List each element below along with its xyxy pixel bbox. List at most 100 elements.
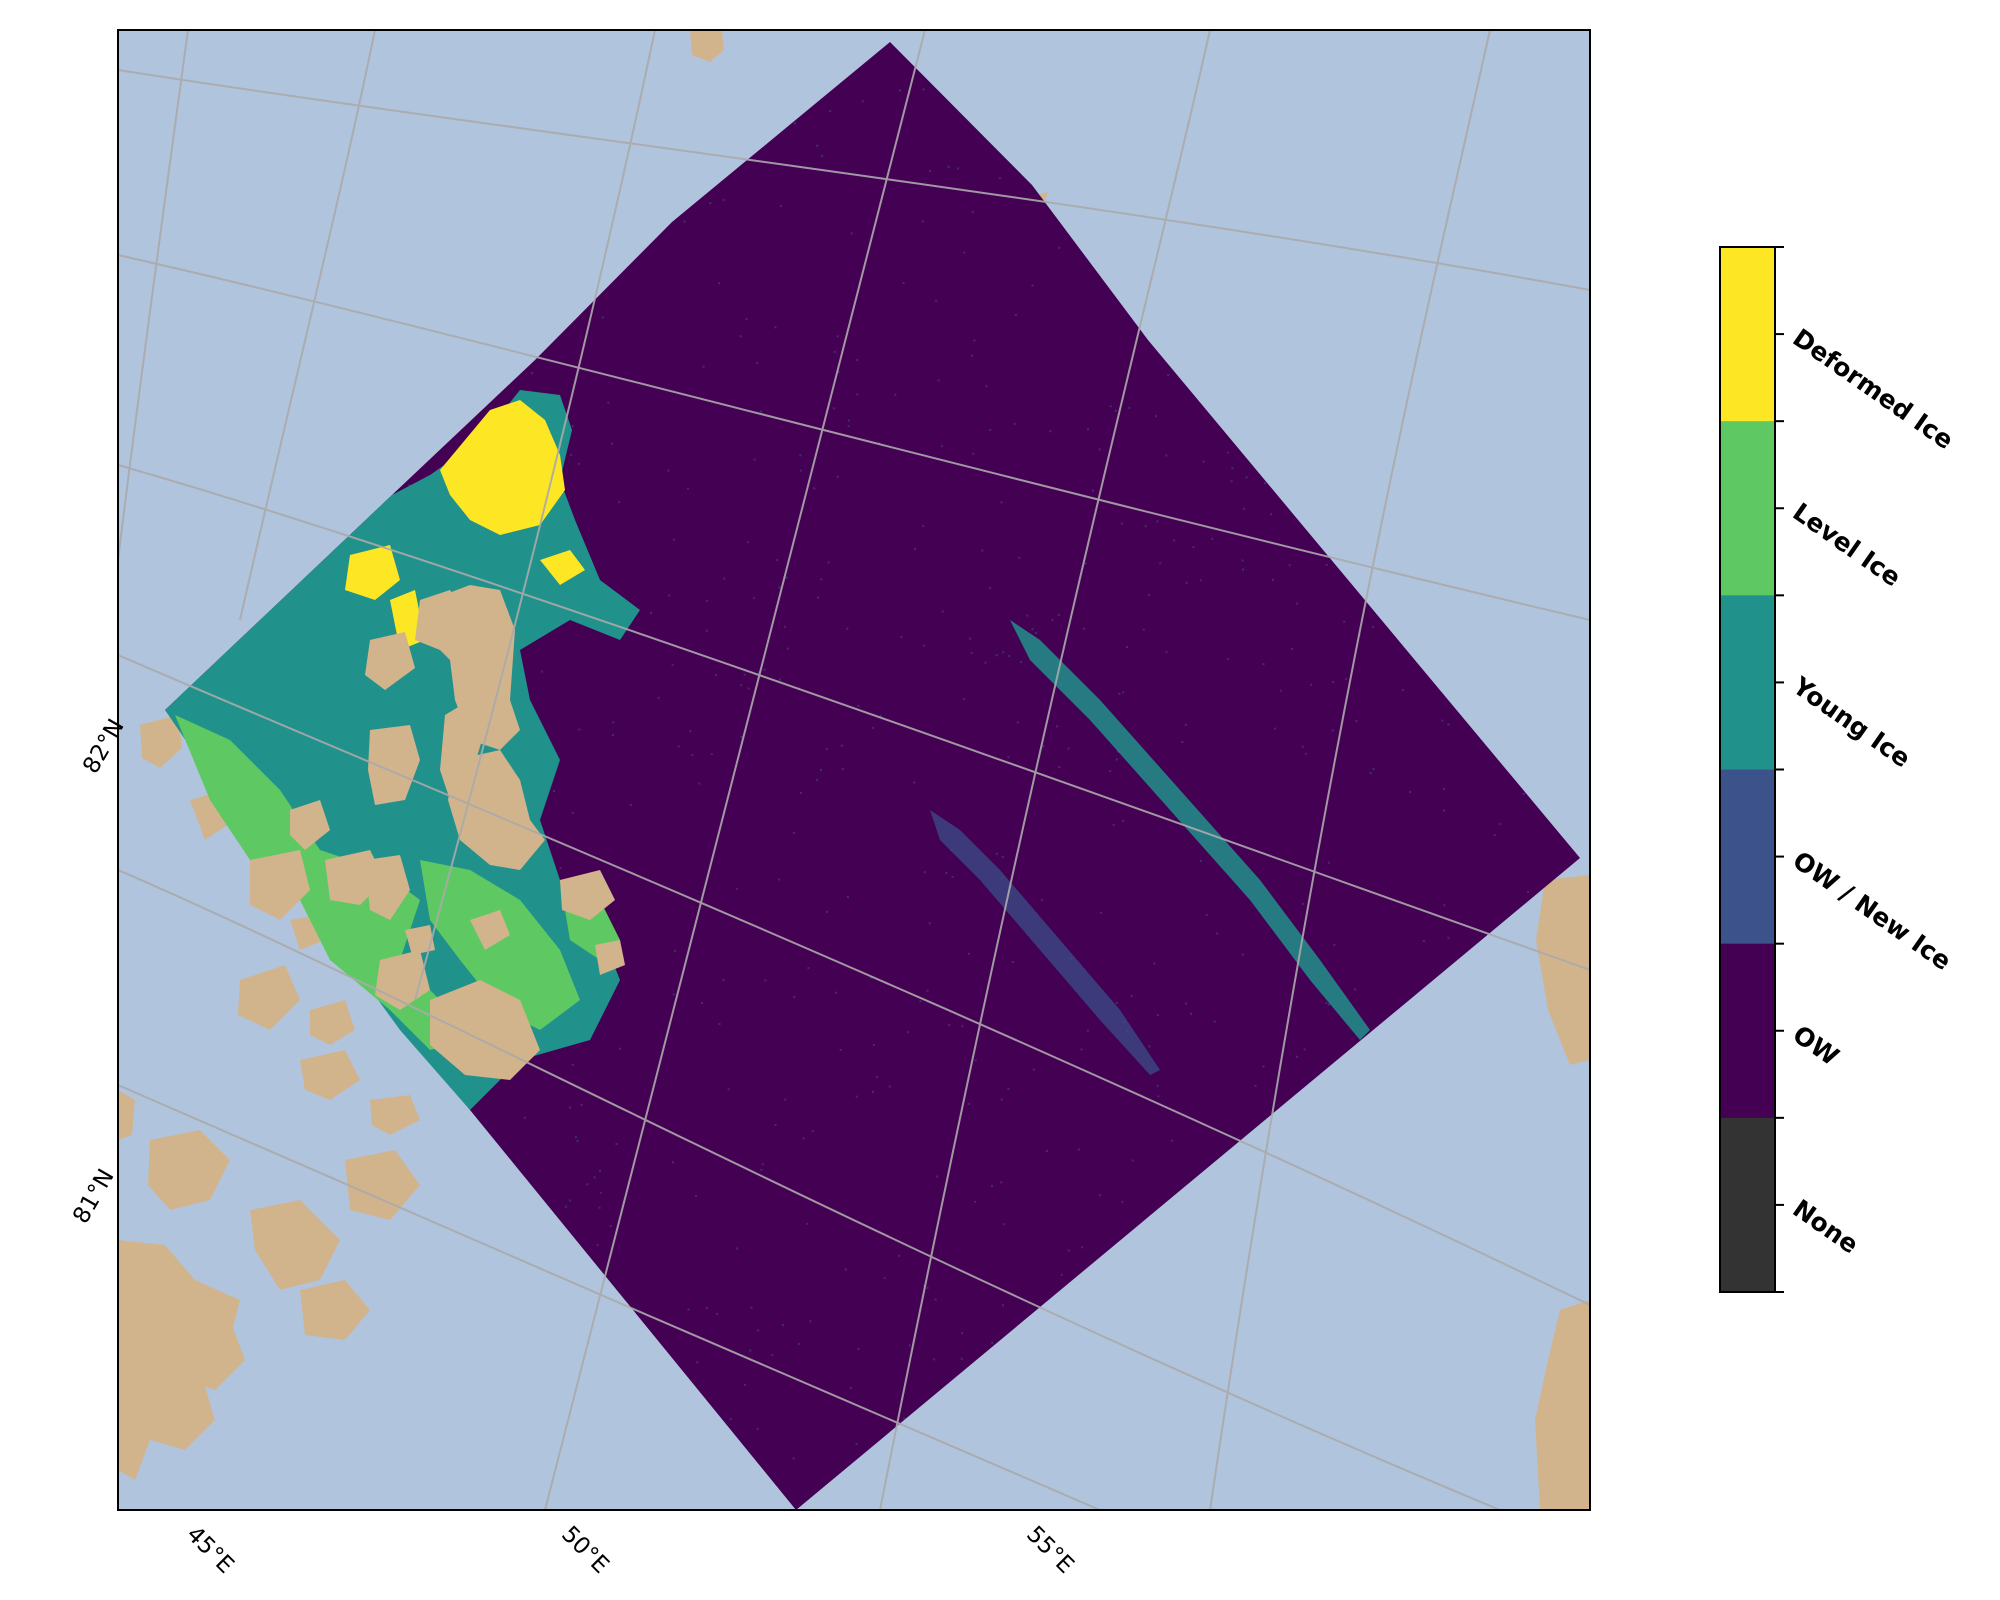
speckle-dot [832, 407, 835, 410]
speckle-dot [760, 1168, 763, 1171]
speckle-dot [1227, 658, 1230, 661]
speckle-dot [1116, 750, 1119, 753]
speckle-dot [618, 501, 621, 504]
speckle-dot [1042, 745, 1045, 748]
speckle-dot [827, 561, 830, 564]
speckle-dot [799, 454, 802, 457]
speckle-dot [1443, 788, 1446, 791]
speckle-dot [718, 1023, 721, 1025]
speckle-dot [1058, 766, 1061, 768]
speckle-dot [875, 1076, 878, 1079]
colorbar-label: OW [1788, 1020, 1845, 1072]
speckle-dot [1157, 1095, 1160, 1098]
speckle-dot [1087, 428, 1090, 431]
speckle-dot [1199, 579, 1202, 582]
lon-label-50: 50°E [556, 1521, 613, 1578]
speckle-dot [1147, 593, 1150, 596]
speckle-dot [1058, 246, 1061, 249]
speckle-dot [1205, 913, 1208, 916]
speckle-dot [844, 1268, 847, 1271]
speckle-dot [687, 487, 689, 490]
speckle-dot [778, 678, 781, 681]
speckle-dot [1262, 1065, 1265, 1068]
speckle-dot [1242, 568, 1244, 571]
speckle-dot [839, 1049, 842, 1051]
speckle-dot [957, 167, 959, 170]
speckle-dot [1011, 961, 1014, 963]
speckle-dot [1112, 823, 1115, 826]
speckle-dot [883, 1277, 886, 1280]
speckle-dot [1254, 1084, 1257, 1087]
speckle-dot [1226, 451, 1229, 454]
speckle-dot [1211, 537, 1214, 540]
speckle-dot [1301, 745, 1304, 748]
speckle-dot [995, 852, 998, 855]
speckle-dot [961, 1332, 964, 1335]
speckle-dot [760, 410, 763, 413]
colorbar: Deformed Ice Level Ice Young Ice OW / New I… [1719, 246, 1959, 1293]
speckle-dot [672, 1161, 674, 1164]
speckle-dot [1109, 405, 1112, 408]
speckle-dot [941, 610, 944, 613]
speckle-dot [745, 318, 748, 321]
speckle-dot [1241, 559, 1244, 562]
speckle-dot [989, 587, 991, 590]
speckle-dot [913, 781, 916, 784]
speckle-dot [747, 541, 750, 544]
speckle-dot [850, 232, 853, 235]
speckle-dot [672, 993, 675, 996]
speckle-dot [598, 1206, 601, 1209]
speckle-dot [1086, 1029, 1089, 1032]
speckle-dot [1302, 902, 1305, 905]
speckle-dot [1243, 507, 1246, 510]
speckle-dot [898, 1254, 901, 1257]
speckle-dot [1057, 614, 1060, 616]
speckle-dot [840, 744, 843, 747]
speckle-dot [1181, 741, 1184, 743]
speckle-dot [792, 1457, 795, 1460]
speckle-dot [961, 1025, 964, 1028]
speckle-dot [919, 1000, 922, 1003]
speckle-dot [568, 1199, 571, 1202]
speckle-dot [962, 698, 965, 701]
speckle-dot [1100, 911, 1102, 914]
speckle-dot [774, 326, 777, 329]
speckle-dot [1165, 650, 1168, 653]
speckle-dot [1142, 628, 1145, 631]
speckle-dot [793, 996, 796, 999]
speckle-dot [1401, 689, 1404, 692]
speckle-dot [1345, 677, 1348, 680]
speckle-dot [836, 335, 839, 338]
speckle-dot [1080, 1048, 1083, 1051]
speckle-dot [609, 1225, 612, 1228]
speckle-dot [1522, 793, 1525, 795]
speckle-dot [948, 1024, 951, 1026]
speckle-dot [847, 425, 850, 428]
speckle-dot [629, 804, 632, 806]
speckle-dot [1409, 791, 1412, 793]
speckle-dot [698, 782, 701, 785]
speckle-dot [1303, 1048, 1306, 1051]
speckle-dot [771, 1354, 774, 1356]
speckle-dot [872, 1090, 874, 1093]
speckle-dot [829, 110, 832, 112]
speckle-dot [1128, 406, 1131, 409]
speckle-dot [1262, 663, 1265, 666]
speckle-dot [565, 1205, 567, 1208]
speckle-dot [540, 670, 543, 673]
speckle-dot [984, 661, 987, 664]
speckle-dot [1327, 1003, 1330, 1006]
speckle-dot [1443, 904, 1446, 907]
speckle-dot [687, 1308, 690, 1311]
speckle-dot [1192, 546, 1195, 549]
speckle-dot [1159, 562, 1162, 565]
speckle-dot [1422, 940, 1425, 942]
speckle-dot [782, 1324, 784, 1327]
speckle-dot [1493, 834, 1496, 837]
speckle-dot [774, 1124, 777, 1126]
colorbar-label: Level Ice [1788, 497, 1907, 592]
speckle-dot [689, 730, 692, 733]
speckle-dot [792, 831, 795, 834]
speckle-dot [894, 393, 897, 396]
